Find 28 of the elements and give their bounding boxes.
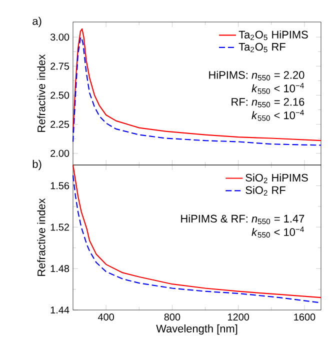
x-tick-label: 1200 <box>228 314 250 321</box>
y-tick-label: 2.50 <box>50 92 70 99</box>
annotation: HiPIMS: n$_{550}$ = 2.20 <box>209 70 304 80</box>
y-axis-title: Refractive index <box>37 198 46 276</box>
legend-label: Ta$_{2}$O$_{5}$ HiPIMS <box>238 30 308 40</box>
annotation: k$_{550}$ < 10$^{−4}$ <box>252 226 304 238</box>
legend-label: SiO$_{2}$ RF <box>246 186 286 196</box>
legend-label: SiO$_{2}$ HiPIMS <box>246 174 308 184</box>
y-tick-label: 1.44 <box>50 306 70 314</box>
y-tick-label: 2.75 <box>50 62 70 70</box>
x-tick-label: 1600 <box>294 314 316 321</box>
annotation: HiPIMS & RF: n$_{550}$ = 1.47 <box>181 214 304 224</box>
y-axis-title: Refractive index <box>37 54 46 132</box>
y-tick-label: 3.00 <box>50 34 70 41</box>
annotation: k$_{550}$ < 10$^{−4}$ <box>252 110 304 121</box>
annotation: RF: n$_{550}$ = 2.16 <box>232 98 304 108</box>
y-tick-label: 2.00 <box>50 150 70 157</box>
annotation: k$_{550}$ < 10$^{−4}$ <box>252 82 304 94</box>
x-tick-label: 400 <box>98 314 114 321</box>
text: a) <box>32 16 42 28</box>
y-tick-label: 1.48 <box>50 265 70 272</box>
legend-label: Ta$_{2}$O$_{5}$ RF <box>238 42 286 52</box>
y-tick-label: 2.25 <box>50 120 70 128</box>
y-tick-label: 1.52 <box>50 224 69 231</box>
x-axis-title: Wavelength [nm] <box>156 324 238 335</box>
y-tick-label: 1.56 <box>50 182 70 190</box>
x-tick-label: 800 <box>164 314 180 321</box>
text: b) <box>32 160 42 170</box>
